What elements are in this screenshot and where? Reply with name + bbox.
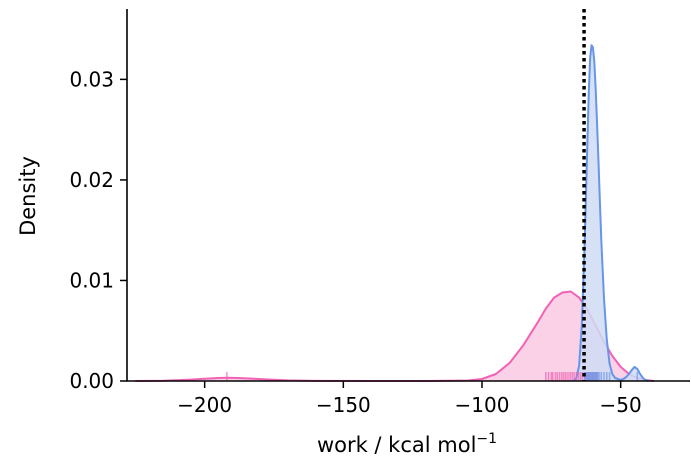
y-axis-label: Density	[16, 156, 40, 236]
y-tick-label: 0.02	[69, 168, 114, 192]
axes-layer: −200 −150 −100 −50 0.00 0.01 0.02 0.03	[69, 9, 690, 417]
y-tick-label: 0.01	[69, 268, 114, 292]
density-line-1	[572, 44, 649, 382]
series-layer	[135, 44, 655, 382]
x-tick-label: −100	[455, 393, 510, 417]
x-tick-label: −200	[177, 393, 232, 417]
density-area-0	[135, 291, 654, 381]
x-tick-label: −150	[316, 393, 371, 417]
x-axis-label: work / kcal mol−1	[317, 431, 497, 457]
density-line-0	[135, 290, 655, 382]
x-axis-label-text: work / kcal mol	[317, 433, 476, 457]
x-tick-label: −50	[600, 393, 642, 417]
rug-layer	[226, 372, 639, 381]
density-area-1	[573, 45, 649, 381]
x-axis-label-superscript: −1	[476, 431, 497, 447]
y-tick-label: 0.03	[69, 67, 114, 91]
y-tick-label: 0.00	[69, 369, 114, 393]
